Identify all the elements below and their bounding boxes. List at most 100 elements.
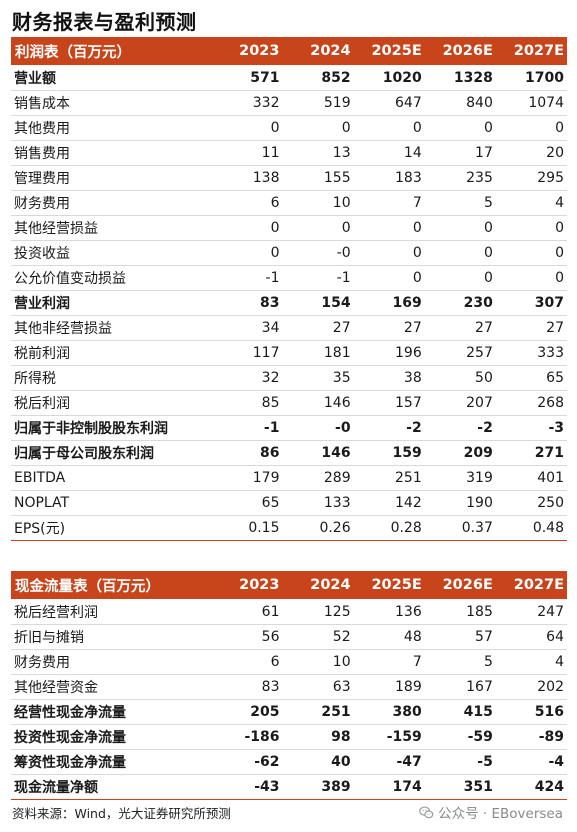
income-cell: 0 — [424, 215, 496, 241]
income-cell: -1 — [211, 265, 283, 291]
income-cell: 181 — [282, 340, 354, 366]
income-cell: 332 — [211, 90, 283, 116]
cashflow-cell: 247 — [495, 599, 567, 625]
income-cell: 307 — [495, 290, 567, 316]
income-cell: 6 — [211, 190, 283, 216]
income-cell: 852 — [282, 65, 354, 91]
cashflow-cell: 83 — [211, 674, 283, 700]
income-cell: 571 — [211, 65, 283, 91]
income-cell: 0.15 — [211, 515, 283, 541]
income-cell: 319 — [424, 465, 496, 491]
income-cell: 0 — [424, 240, 496, 266]
income-cell: 7 — [353, 190, 425, 216]
income-cell: 0 — [211, 215, 283, 241]
cashflow-header-year: 2025E — [353, 571, 425, 600]
cashflow-row-label: 筹资性现金净流量 — [11, 749, 212, 775]
income-cell: 83 — [211, 290, 283, 316]
cashflow-row-label: 财务费用 — [11, 649, 212, 675]
income-row: 营业额 571 852 1020 1328 1700 — [11, 65, 567, 91]
income-row: EBITDA 179 289 251 319 401 — [11, 465, 567, 491]
income-row: 销售成本 332 519 647 840 1074 — [11, 90, 567, 116]
income-cell: 196 — [353, 340, 425, 366]
cashflow-cell: 10 — [282, 649, 354, 675]
income-cell: 0 — [211, 115, 283, 141]
cashflow-cell: 202 — [495, 674, 567, 700]
income-cell: 0.28 — [353, 515, 425, 541]
income-cell: 0 — [353, 215, 425, 241]
income-cell: 207 — [424, 390, 496, 416]
cashflow-row: 筹资性现金净流量 -62 40 -47 -5 -4 — [11, 749, 567, 775]
income-cell: 401 — [495, 465, 567, 491]
cashflow-cell: 6 — [211, 649, 283, 675]
cashflow-header-year: 2026E — [424, 571, 496, 600]
cashflow-cell: 167 — [424, 674, 496, 700]
income-cell: 146 — [282, 390, 354, 416]
income-cell: 11 — [211, 140, 283, 166]
income-cell: 35 — [282, 365, 354, 391]
income-cell: -1 — [282, 265, 354, 291]
income-cell: -2 — [424, 415, 496, 441]
income-cell: 0.48 — [495, 515, 567, 541]
income-row: 其他非经营损益 34 27 27 27 27 — [11, 315, 567, 341]
income-cell: 840 — [424, 90, 496, 116]
cashflow-cell: -43 — [211, 774, 283, 800]
cashflow-cell: 4 — [495, 649, 567, 675]
income-cell: 1328 — [424, 65, 496, 91]
income-cell: 0 — [282, 115, 354, 141]
income-cell: 183 — [353, 165, 425, 191]
cashflow-row: 税后经营利润 61 125 136 185 247 — [11, 599, 567, 625]
income-cell: 5 — [424, 190, 496, 216]
cashflow-header-row: 现金流量表（百万元） 2023 2024 2025E 2026E 2027E — [11, 571, 567, 600]
income-row-label: 其他经营损益 — [11, 215, 212, 241]
cashflow-cell: 389 — [282, 774, 354, 800]
income-row-label: 销售成本 — [11, 90, 212, 116]
watermark: 公众号 · EBoversea — [415, 801, 567, 823]
income-cell: 250 — [495, 490, 567, 516]
cashflow-cell: 57 — [424, 624, 496, 650]
cashflow-cell: 174 — [353, 774, 425, 800]
income-cell: 0 — [495, 215, 567, 241]
income-header-year: 2027E — [495, 37, 567, 66]
cashflow-cell: 251 — [282, 699, 354, 725]
income-cell: 333 — [495, 340, 567, 366]
income-row: EPS(元) 0.15 0.26 0.28 0.37 0.48 — [11, 515, 567, 541]
income-row-label: 销售费用 — [11, 140, 212, 166]
cashflow-cell: 5 — [424, 649, 496, 675]
income-row-label: 所得税 — [11, 365, 212, 391]
watermark-text: 公众号 · EBoversea — [438, 806, 563, 822]
cashflow-cell: 189 — [353, 674, 425, 700]
cashflow-cell: 48 — [353, 624, 425, 650]
income-cell: 133 — [282, 490, 354, 516]
cashflow-row: 现金流量净额 -43 389 174 351 424 — [11, 774, 567, 800]
income-cell: 155 — [282, 165, 354, 191]
income-cell: 50 — [424, 365, 496, 391]
cashflow-header-year: 2027E — [495, 571, 567, 600]
income-cell: 0.37 — [424, 515, 496, 541]
income-row-label: 税前利润 — [11, 340, 212, 366]
income-cell: 154 — [282, 290, 354, 316]
income-cell: -1 — [211, 415, 283, 441]
income-cell: 32 — [211, 365, 283, 391]
income-row-label: 营业利润 — [11, 290, 212, 316]
cashflow-cell: 415 — [424, 699, 496, 725]
income-row-label: 财务费用 — [11, 190, 212, 216]
income-row-label: NOPLAT — [11, 490, 212, 516]
cashflow-cell: -4 — [495, 749, 567, 775]
income-cell: 0 — [495, 265, 567, 291]
income-row-label: 其他费用 — [11, 115, 212, 141]
income-cell: 251 — [353, 465, 425, 491]
income-header-year: 2026E — [424, 37, 496, 66]
cashflow-cell: -159 — [353, 724, 425, 750]
income-row: 归属于非控制股股东利润 -1 -0 -2 -2 -3 — [11, 415, 567, 441]
cashflow-row-label: 现金流量净额 — [11, 774, 212, 800]
income-header-label: 利润表（百万元） — [11, 37, 212, 66]
wechat-icon — [419, 805, 434, 820]
income-row-label: EPS(元) — [11, 515, 212, 541]
income-row: NOPLAT 65 133 142 190 250 — [11, 490, 567, 516]
income-cell: 0 — [353, 240, 425, 266]
income-statement-table: 利润表（百万元） 2023 2024 2025E 2026E 2027E 营业额… — [11, 37, 567, 541]
cashflow-header-year: 2024 — [282, 571, 354, 600]
income-cell: 159 — [353, 440, 425, 466]
income-cell: 179 — [211, 465, 283, 491]
income-row: 管理费用 138 155 183 235 295 — [11, 165, 567, 191]
